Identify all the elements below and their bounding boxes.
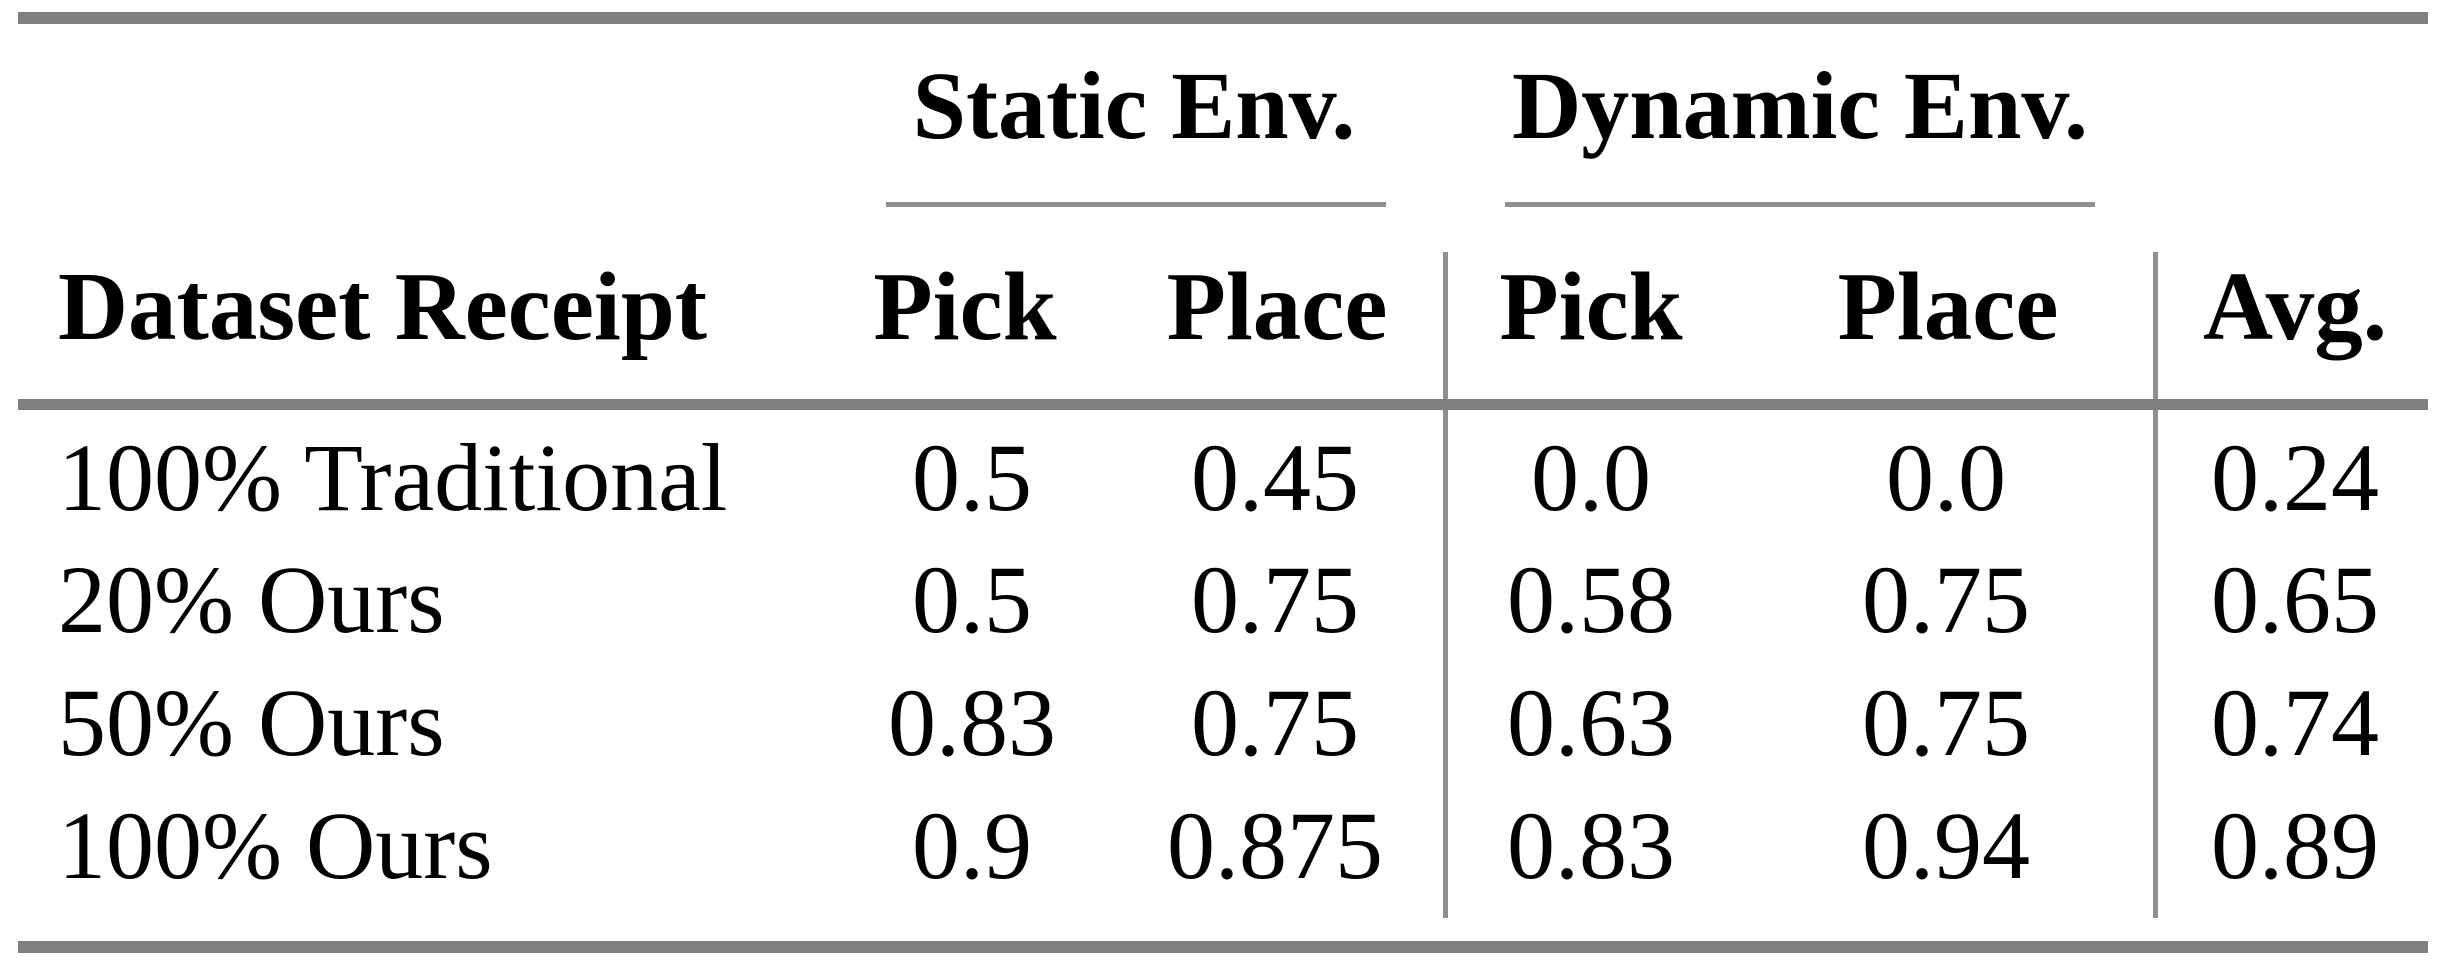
cell-static-pick: 0.9: [912, 792, 1032, 899]
cell-avg: 0.24: [2211, 424, 2379, 531]
vertical-rule-dynamic-avg: [2153, 252, 2158, 918]
cell-static-pick: 0.83: [888, 669, 1056, 776]
cell-static-place: 0.75: [1191, 669, 1359, 776]
cell-static-pick: 0.5: [912, 424, 1032, 531]
cell-dynamic-pick: 0.83: [1507, 792, 1675, 899]
row-label: 20% Ours: [58, 546, 445, 653]
column-header-avg: Avg.: [2202, 253, 2388, 360]
static-env-group-rule: [886, 202, 1386, 207]
group-header-dynamic-env: Dynamic Env.: [1511, 52, 2089, 159]
column-header-static-pick: Pick: [873, 253, 1057, 360]
cell-dynamic-place: 0.94: [1862, 792, 2030, 899]
cell-static-place: 0.75: [1191, 546, 1359, 653]
cell-dynamic-place: 0.75: [1862, 546, 2030, 653]
row-label: 100% Ours: [58, 792, 493, 899]
group-header-static-env: Static Env.: [912, 52, 1356, 159]
column-header-dynamic-pick: Pick: [1499, 253, 1683, 360]
cell-dynamic-place: 0.75: [1862, 669, 2030, 776]
cell-avg: 0.74: [2211, 669, 2379, 776]
cell-dynamic-pick: 0.63: [1507, 669, 1675, 776]
column-header-static-place: Place: [1166, 253, 1388, 360]
cell-avg: 0.89: [2211, 792, 2379, 899]
dynamic-env-group-rule: [1505, 202, 2095, 207]
cell-static-place: 0.875: [1167, 792, 1383, 899]
table-header-rule: [18, 399, 2428, 410]
cell-avg: 0.65: [2211, 546, 2379, 653]
column-header-dataset-receipt: Dataset Receipt: [58, 253, 708, 360]
row-label: 50% Ours: [58, 669, 445, 776]
cell-dynamic-pick: 0.58: [1507, 546, 1675, 653]
cell-dynamic-pick: 0.0: [1531, 424, 1651, 531]
column-header-dynamic-place: Place: [1837, 253, 2059, 360]
table-top-rule: [18, 12, 2428, 24]
cell-static-pick: 0.5: [912, 546, 1032, 653]
table-bottom-rule: [18, 941, 2428, 953]
row-label: 100% Traditional: [58, 424, 728, 531]
vertical-rule-static-dynamic: [1443, 252, 1448, 918]
cell-static-place: 0.45: [1191, 424, 1359, 531]
cell-dynamic-place: 0.0: [1886, 424, 2006, 531]
